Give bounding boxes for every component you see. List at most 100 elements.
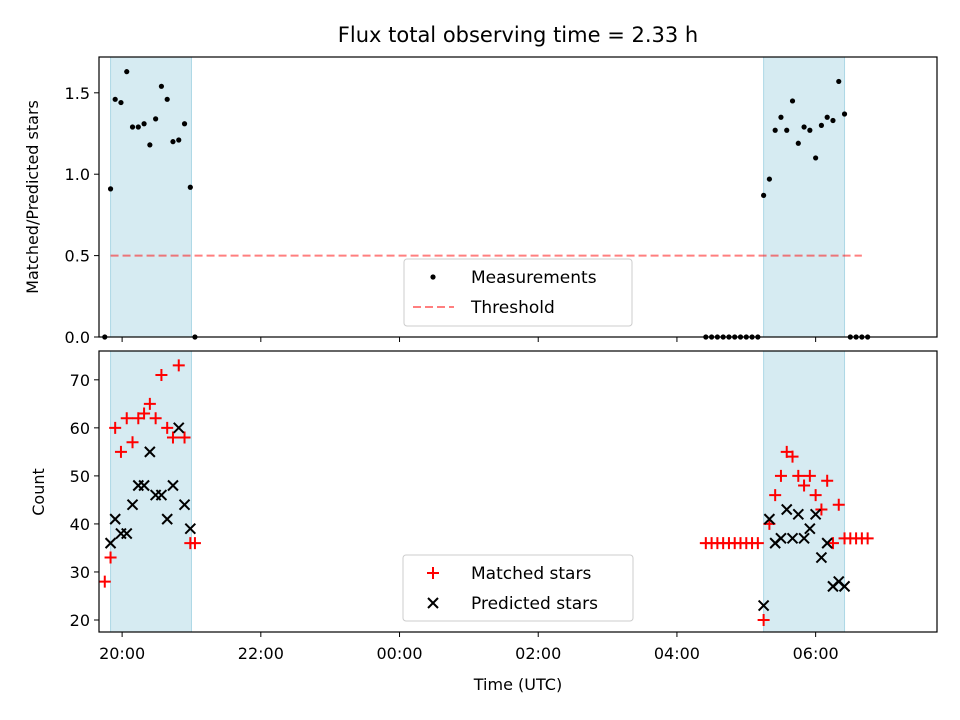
matched-star-point bbox=[98, 575, 111, 588]
predicted-star-point bbox=[184, 523, 197, 535]
measurement-point bbox=[187, 184, 193, 190]
measurement-point bbox=[170, 139, 176, 145]
measurement-point bbox=[164, 96, 170, 102]
measurement-point bbox=[830, 117, 836, 124]
predicted-star-point bbox=[821, 537, 833, 549]
predicted-star-point bbox=[809, 508, 822, 521]
x-tick-label: 20:00 bbox=[99, 644, 145, 663]
matched-star-point bbox=[815, 503, 828, 516]
predicted-star-point bbox=[792, 508, 805, 521]
top-plot-frame bbox=[98, 56, 938, 338]
measurement-point bbox=[135, 124, 141, 130]
y-tick-label: 40 bbox=[70, 515, 90, 534]
matched-star-point bbox=[138, 407, 151, 420]
matched-star-point bbox=[809, 489, 822, 502]
matched-star-point bbox=[114, 445, 127, 458]
predicted-star-point bbox=[144, 446, 156, 458]
predicted-star-point bbox=[804, 523, 816, 535]
top-y-axis-label: Matched/Predicted stars bbox=[23, 100, 42, 294]
measurement-point bbox=[107, 186, 114, 192]
measurement-point bbox=[181, 121, 188, 127]
predicted-star-point bbox=[109, 513, 121, 525]
matched-star-point bbox=[757, 613, 770, 626]
matched-star-point bbox=[109, 421, 122, 434]
panel-top: 0.0 0.5 1.0 1.5 Matched/Predicted stars Mea… bbox=[23, 56, 938, 347]
bottom-legend: Matched stars Predicted stars bbox=[402, 554, 634, 622]
predicted-star-point bbox=[173, 422, 185, 434]
matched-star-point bbox=[861, 532, 874, 545]
predicted-star-point bbox=[775, 532, 787, 545]
predicted-star-point bbox=[126, 499, 139, 511]
measurement-point bbox=[801, 124, 807, 130]
legend-predicted-marker bbox=[427, 597, 439, 609]
y-tick-label: 60 bbox=[70, 419, 90, 438]
matched-star-point bbox=[143, 397, 156, 410]
predicted-star-point bbox=[798, 532, 810, 545]
matched-star-point bbox=[161, 421, 174, 434]
bottom-legend-frame bbox=[402, 554, 634, 622]
measurement-point bbox=[836, 78, 842, 85]
legend-matched-label: Matched stars bbox=[471, 564, 591, 584]
measurement-point bbox=[841, 111, 848, 117]
matched-star-point bbox=[188, 537, 201, 550]
measurement-point bbox=[824, 114, 830, 120]
y-tick-label: 1.0 bbox=[65, 165, 90, 184]
predicted-star-point bbox=[155, 489, 168, 501]
measurement-point bbox=[772, 127, 778, 133]
observing-window-span bbox=[110, 56, 192, 338]
measurement-point bbox=[813, 155, 819, 161]
predicted-star-point bbox=[167, 479, 179, 492]
y-tick-label: 30 bbox=[70, 563, 90, 582]
measurement-point bbox=[789, 98, 796, 104]
measurement-point bbox=[766, 176, 773, 182]
measurement-point bbox=[807, 127, 813, 133]
predicted-star-point bbox=[763, 513, 776, 525]
y-tick-label: 70 bbox=[70, 371, 90, 390]
y-tick-label: 0.5 bbox=[65, 247, 90, 266]
measurement-point bbox=[118, 99, 124, 106]
y-tick-label: 20 bbox=[70, 611, 90, 630]
y-tick-label: 0.0 bbox=[65, 328, 90, 347]
measurement-point bbox=[141, 121, 147, 127]
matched-star-point bbox=[172, 359, 185, 372]
y-tick-label: 50 bbox=[70, 467, 90, 486]
matched-star-point bbox=[832, 498, 845, 511]
predicted-star-point bbox=[838, 580, 851, 593]
matched-star-point bbox=[769, 489, 782, 502]
predicted-star-point bbox=[104, 537, 117, 549]
matched-star-point bbox=[178, 431, 191, 444]
matched-star-point bbox=[120, 412, 133, 425]
x-axis-label: Time (UTC) bbox=[473, 675, 562, 694]
matched-star-point bbox=[104, 551, 117, 564]
legend-predicted-label: Predicted stars bbox=[471, 594, 598, 614]
predicted-star-point bbox=[138, 479, 150, 492]
predicted-star-point bbox=[178, 499, 191, 511]
measurement-point bbox=[818, 122, 825, 128]
legend-threshold-label: Threshold bbox=[470, 298, 555, 318]
top-legend-frame bbox=[403, 258, 633, 327]
x-tick-label: 00:00 bbox=[376, 644, 422, 663]
panel-bottom: 20 30 40 50 60 70 20:00 22:00 00:00 02:00 04:00 06… bbox=[29, 350, 938, 694]
x-tick-label: 06:00 bbox=[793, 644, 839, 663]
x-tick-label: 02:00 bbox=[515, 644, 561, 663]
measurement-point bbox=[778, 114, 784, 120]
matched-star-point bbox=[826, 537, 839, 550]
matched-star-point bbox=[166, 431, 179, 444]
measurement-point bbox=[761, 192, 767, 198]
predicted-star-point bbox=[786, 532, 799, 545]
legend-measurements-marker bbox=[430, 274, 436, 280]
y-tick-label: 1.5 bbox=[65, 84, 90, 103]
matched-star-point bbox=[155, 369, 168, 382]
measurement-point bbox=[795, 140, 801, 146]
measurement-point bbox=[112, 96, 118, 102]
matched-star-point bbox=[126, 436, 139, 449]
predicted-star-point bbox=[815, 551, 828, 564]
predicted-star-point bbox=[121, 527, 133, 540]
measurement-point bbox=[176, 137, 182, 143]
x-tick-label: 04:00 bbox=[654, 644, 700, 663]
matched-star-point bbox=[751, 537, 764, 550]
legend-matched-marker bbox=[427, 567, 439, 579]
chart-title: Flux total observing time = 2.33 h bbox=[338, 23, 698, 47]
matched-star-point bbox=[149, 412, 162, 425]
